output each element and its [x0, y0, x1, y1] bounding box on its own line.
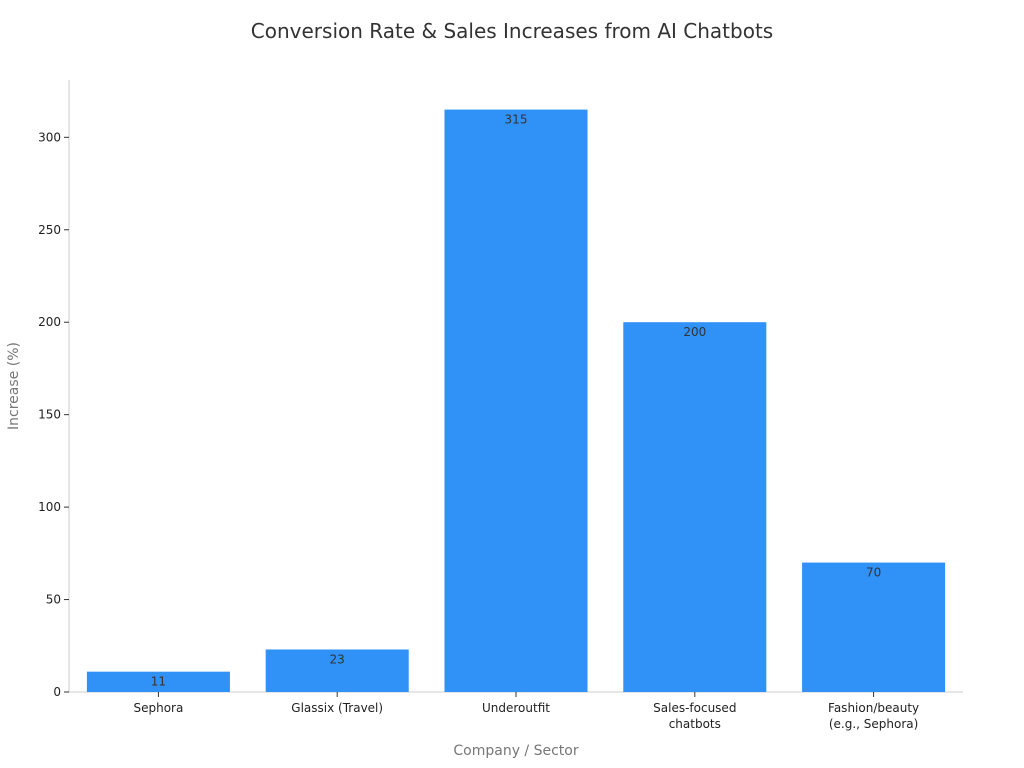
bar [444, 109, 588, 693]
bar [802, 562, 946, 692]
y-axis-title: Increase (%) [6, 342, 22, 430]
bar [86, 671, 230, 692]
y-tick-label: 150 [38, 408, 61, 422]
x-axis-title: Company / Sector [453, 743, 578, 759]
bar [623, 322, 767, 692]
x-axis: Sephora Glassix (Travel) Underoutfit Sales-… [69, 691, 963, 731]
y-tick-label: 100 [38, 500, 61, 514]
x-tick-label: Fashion/beauty (e.g., Sephora) [828, 701, 919, 731]
y-tick-label: 300 [38, 130, 61, 144]
y-tick-label: 50 [46, 593, 61, 607]
bar-value-label: 23 [330, 652, 345, 666]
y-tick-label: 0 [53, 685, 61, 699]
bar-value-label: 70 [866, 566, 881, 580]
x-tick-label: Sephora [133, 701, 183, 715]
bar [265, 649, 409, 692]
y-tick-label: 250 [38, 223, 61, 237]
x-tick-label: Sales-focused chatbots [653, 701, 736, 731]
bar-value-label: 11 [151, 675, 166, 689]
x-tick-label: Glassix (Travel) [291, 701, 383, 715]
bar-value-label: 200 [683, 325, 706, 339]
y-tick-label: 200 [38, 315, 61, 329]
bar-value-label: 315 [505, 113, 528, 127]
x-tick-label: Underoutfit [482, 701, 550, 715]
bars-group [86, 109, 946, 693]
value-labels-group: 11 23 315 200 70 [151, 113, 881, 689]
chart-title: Conversion Rate & Sales Increases from A… [250, 19, 774, 43]
y-axis: 0 50 100 150 200 250 300 [38, 80, 70, 699]
